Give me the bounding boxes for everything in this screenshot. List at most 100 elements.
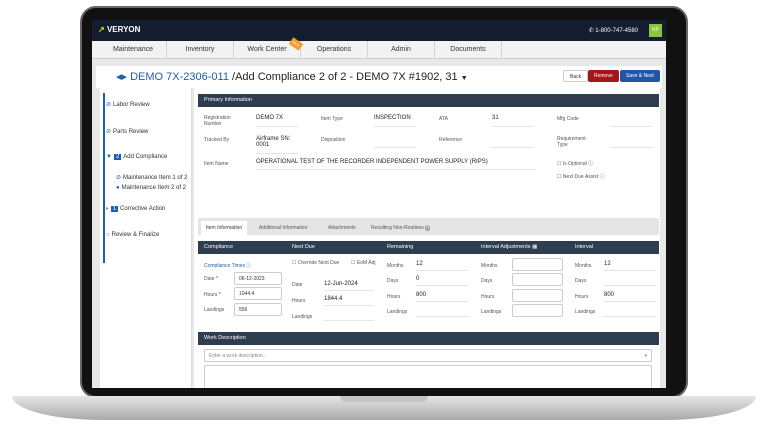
info-icon: ⓘ	[599, 174, 605, 180]
screen: ↗ VERYON ✆ 1-800-747-4560 KP Maintenance…	[92, 20, 666, 388]
tab-label: Resulting Non-Routines	[371, 225, 424, 231]
circle-icon: ○	[106, 232, 110, 238]
main-panel: Primary Information Registration Number …	[194, 88, 660, 388]
next-due-date: 12-Jun-2024	[324, 281, 374, 291]
main-nav: Maintenance Inventory Work Center BETA Op…	[92, 37, 666, 59]
nav-label: Work Center	[247, 46, 287, 53]
col-compliance: Compliance	[204, 244, 234, 250]
section-header-primary: Primary Information	[198, 94, 659, 107]
interval-days	[604, 276, 656, 286]
avatar[interactable]: KP	[649, 24, 662, 37]
step-label: Parts Review	[113, 129, 149, 135]
label: Item Name	[204, 161, 229, 167]
adj-hours-input[interactable]	[512, 289, 563, 302]
section-header-grid: Compliance Next Due Remaining Interval A…	[198, 241, 659, 254]
step-label: Add Compliance	[123, 154, 168, 160]
prev-next-icon[interactable]: ◂▸	[116, 71, 128, 83]
app-header: ↗ VERYON ✆ 1-800-747-4560 KP	[92, 20, 666, 41]
eom-adj-checkbox[interactable]: ☐ EoM Adj	[351, 260, 376, 266]
nav-documents[interactable]: Documents	[435, 41, 502, 59]
label: Date	[292, 282, 303, 288]
step-labor-review[interactable]: ⊘ Labor Review	[106, 101, 150, 108]
nav-operations[interactable]: Operations	[301, 41, 368, 59]
count-badge: 2	[113, 154, 122, 160]
ata-value: 31	[492, 115, 534, 127]
label: Tracked By	[204, 137, 230, 143]
step-label: Review & Finalize	[111, 232, 160, 238]
caret-down-icon: ▼	[106, 154, 112, 160]
interval-hours: 800	[604, 292, 656, 302]
laptop-notch	[340, 396, 428, 402]
label-text: Date	[204, 276, 215, 282]
nav-admin[interactable]: Admin	[368, 41, 435, 59]
nav-maintenance[interactable]: Maintenance	[100, 41, 167, 59]
date-input[interactable]: 06-12-2023	[234, 272, 282, 285]
caret-right-icon: ▸	[106, 206, 110, 212]
work-description-select[interactable]: Enter a work description... ▾	[204, 349, 652, 362]
label: Months	[575, 263, 592, 269]
label: Landings	[481, 309, 502, 315]
landings-input[interactable]: 556	[234, 303, 282, 316]
requirement-type-value	[610, 136, 652, 148]
substep-item-1[interactable]: ⊘ Maintenance Item 1 of 2	[116, 174, 187, 181]
title-bar: ◂▸ DEMO 7X-2306-011 /Add Compliance 2 of…	[96, 66, 662, 88]
label: Requirement Type	[557, 136, 586, 148]
label: Hours	[481, 294, 495, 300]
label: Date *	[204, 276, 218, 282]
adj-months-input[interactable]	[512, 258, 563, 271]
compliance-times-link[interactable]: Compliance Times ⓘ	[204, 262, 252, 269]
remaining-months: 12	[416, 261, 468, 271]
save-next-button[interactable]: Save & Next	[620, 70, 660, 82]
interval-landings	[604, 307, 656, 317]
interval-months: 12	[604, 261, 656, 271]
step-label: Maintenance Item 2 of 2	[121, 185, 186, 191]
disposition-value	[374, 136, 416, 148]
substep-item-2[interactable]: ● Maintenance Item 2 of 2	[116, 185, 186, 191]
step-review-finalize[interactable]: ○ Review & Finalize	[106, 232, 159, 238]
tracked-by-value: Airframe SN: 0001	[256, 136, 298, 154]
brand: VERYON	[106, 25, 141, 34]
step-add-compliance[interactable]: ▼ 2 Add Compliance	[106, 154, 167, 160]
label: Landings	[292, 314, 313, 320]
label: Hours *	[204, 292, 221, 298]
checkbox-label: Next Due Assist	[562, 174, 599, 180]
label: Months	[387, 263, 404, 269]
nav-inventory[interactable]: Inventory	[167, 41, 234, 59]
tab-resulting-non-routines[interactable]: Resulting Non-Routines 0	[366, 221, 435, 235]
label: Landings	[204, 307, 225, 313]
page-title: ◂▸ DEMO 7X-2306-011 /Add Compliance 2 of…	[116, 70, 468, 83]
nav-work-center[interactable]: Work Center BETA	[234, 37, 304, 59]
back-button[interactable]: Back	[563, 70, 589, 82]
label: Item Type	[321, 116, 343, 122]
label-text: Hours	[204, 292, 218, 298]
label: Mfg Code	[557, 116, 579, 122]
reference-value	[492, 136, 534, 148]
tab-item-information[interactable]: Item Information	[201, 221, 248, 235]
checkbox-label: Override Next Due	[297, 260, 340, 266]
subtitle: /Add Compliance 2 of 2 - DEMO 7X #1902, …	[232, 71, 458, 83]
tab-attachments[interactable]: Attachments	[328, 225, 356, 231]
adj-days-input[interactable]	[512, 273, 563, 286]
hours-input[interactable]: 1044.4	[234, 287, 282, 300]
step-label: Maintenance Item 1 of 2	[123, 175, 188, 181]
next-due-assist-checkbox[interactable]: ☐ Next Due Assist ⓘ	[557, 174, 605, 180]
calculator-icon[interactable]: ▦	[532, 244, 538, 250]
link-label: Compliance Times	[204, 263, 246, 269]
check-circle-icon: ⊘	[106, 102, 112, 108]
progress-line	[103, 93, 105, 263]
label: ATA	[439, 116, 448, 122]
col-remaining: Remaining	[387, 244, 414, 250]
is-optional-checkbox[interactable]: ☐ Is Optional ⓘ	[557, 161, 594, 167]
override-next-due-checkbox[interactable]: ☐ Override Next Due	[292, 260, 340, 266]
remove-button[interactable]: Remove	[588, 70, 619, 82]
adj-landings-input[interactable]	[512, 304, 563, 317]
label: Days	[387, 278, 399, 284]
caret-down-icon[interactable]: ▼	[460, 75, 468, 82]
step-parts-review[interactable]: ⊘ Parts Review	[106, 128, 148, 135]
label: Days	[481, 278, 493, 284]
step-corrective-action[interactable]: ▸ 1 Corrective Action	[106, 205, 165, 212]
record-id[interactable]: DEMO 7X-2306-011	[130, 71, 229, 83]
work-description-textarea[interactable]	[204, 365, 652, 388]
tab-additional-information[interactable]: Additional Information	[259, 225, 308, 231]
mfg-code-value	[610, 115, 652, 127]
